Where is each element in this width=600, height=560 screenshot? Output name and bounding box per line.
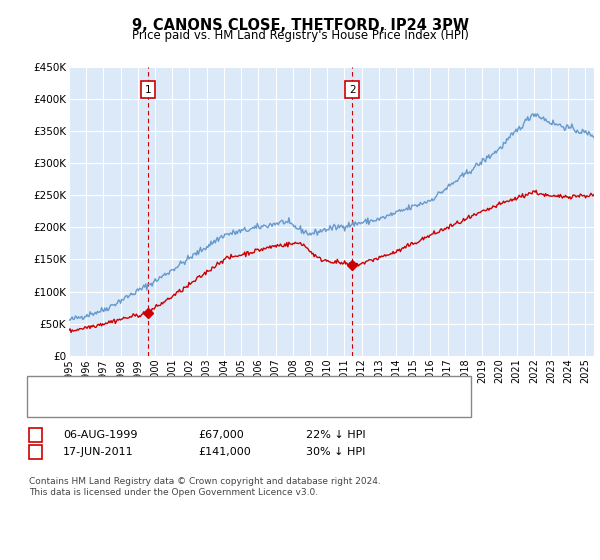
- Text: £67,000: £67,000: [198, 430, 244, 440]
- Text: 1: 1: [32, 430, 39, 440]
- Text: 22% ↓ HPI: 22% ↓ HPI: [306, 430, 365, 440]
- Text: 30% ↓ HPI: 30% ↓ HPI: [306, 447, 365, 457]
- Text: 06-AUG-1999: 06-AUG-1999: [63, 430, 137, 440]
- Text: Price paid vs. HM Land Registry's House Price Index (HPI): Price paid vs. HM Land Registry's House …: [131, 29, 469, 42]
- Text: 2: 2: [32, 447, 39, 457]
- Text: 9, CANONS CLOSE, THETFORD, IP24 3PW (detached house): 9, CANONS CLOSE, THETFORD, IP24 3PW (det…: [71, 385, 379, 395]
- Text: HPI: Average price, detached house, Breckland: HPI: Average price, detached house, Brec…: [71, 401, 316, 411]
- Text: Contains HM Land Registry data © Crown copyright and database right 2024.
This d: Contains HM Land Registry data © Crown c…: [29, 477, 380, 497]
- Text: £141,000: £141,000: [198, 447, 251, 457]
- Text: 1: 1: [145, 85, 151, 95]
- Text: 2: 2: [349, 85, 356, 95]
- Text: 17-JUN-2011: 17-JUN-2011: [63, 447, 134, 457]
- Text: 9, CANONS CLOSE, THETFORD, IP24 3PW: 9, CANONS CLOSE, THETFORD, IP24 3PW: [131, 18, 469, 33]
